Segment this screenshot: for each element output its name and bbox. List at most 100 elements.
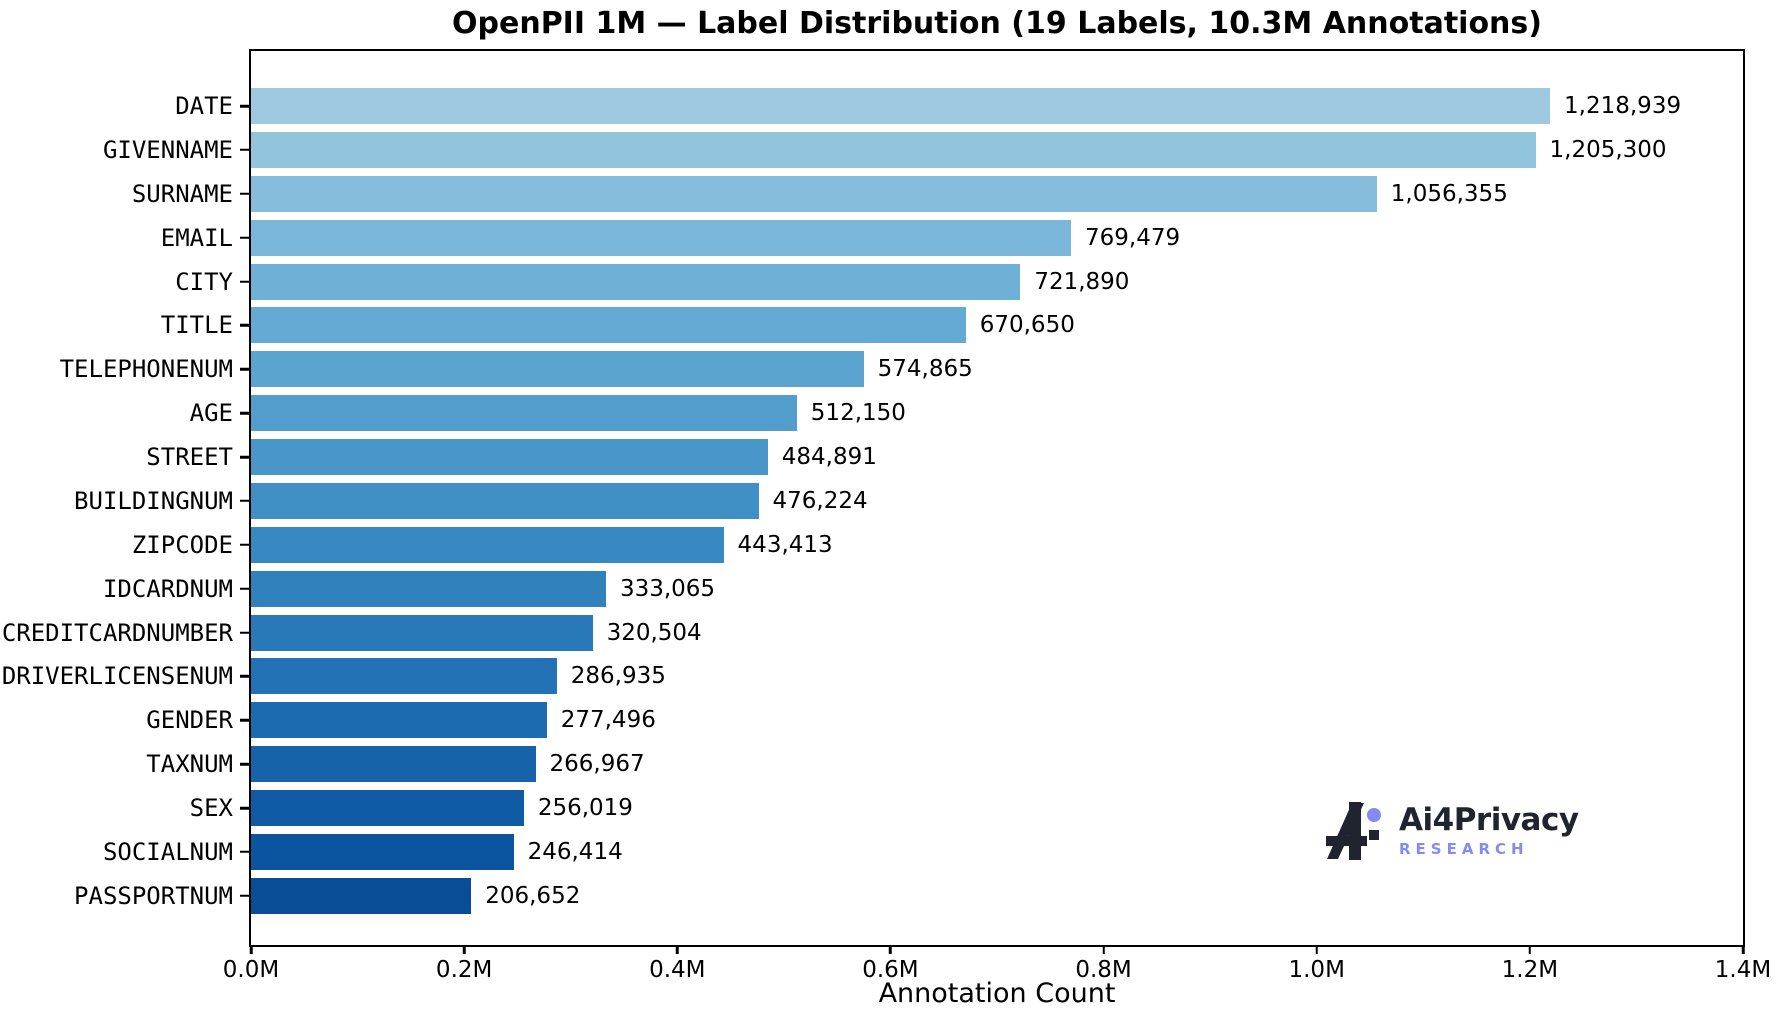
x-tick-mark <box>249 945 253 954</box>
ai4privacy-logo: Ai4Privacy RESEARCH <box>1326 802 1579 860</box>
bar-value-label: 206,652 <box>485 882 581 909</box>
bar-date <box>251 88 1551 124</box>
y-tick-mark <box>240 499 249 503</box>
bar-row: TITLE 670,650 <box>161 307 1743 344</box>
x-tick-label: 0.4M <box>649 957 706 983</box>
x-tick-mark <box>462 945 466 954</box>
bar-sex <box>251 790 524 826</box>
bar-taxnum <box>251 746 536 783</box>
bar-value-label: 1,218,939 <box>1564 93 1682 119</box>
logo-text: Ai4Privacy RESEARCH <box>1399 804 1579 858</box>
bar-title <box>251 307 966 344</box>
ai4privacy-logo-mark <box>1326 802 1381 860</box>
bar-value-label: 256,019 <box>537 795 633 821</box>
bar-zipcode <box>251 526 724 563</box>
bar-row: AGE 512,150 <box>190 395 1743 432</box>
y-tick-label: SEX <box>189 794 233 822</box>
x-tick-mark <box>889 945 892 954</box>
bar-email <box>251 219 1072 256</box>
x-tick-label: 1.4M <box>1714 957 1772 983</box>
y-tick-label: ZIPCODE <box>131 530 233 559</box>
bar-creditcardnumber <box>251 614 593 651</box>
bar-street <box>251 439 768 475</box>
bar-row: GENDER 277,496 <box>146 702 1743 739</box>
x-axis-ticks: 0.0M 0.2M 0.4M 0.6M 0.8M 1.0M 1.2M 1.4M <box>223 945 1771 995</box>
bar-value-label: 670,650 <box>979 312 1075 339</box>
bar-telephonenum <box>251 351 864 388</box>
y-tick-label: EMAIL <box>160 223 233 252</box>
y-tick-label: PASSPORTNUM <box>74 881 233 910</box>
y-tick-label: IDCARDNUM <box>102 574 233 603</box>
bar-age <box>251 395 797 432</box>
y-tick-mark <box>240 806 249 810</box>
y-tick-mark <box>240 411 249 415</box>
bar-row: STREET 484,891 <box>146 439 1743 475</box>
bar-value-label: 246,414 <box>527 838 623 865</box>
logo-brand: Ai4Privacy <box>1399 802 1579 839</box>
x-tick-mark <box>1102 945 1105 954</box>
x-tick-mark <box>676 945 679 954</box>
bar-value-label: 266,967 <box>549 751 645 778</box>
bar-value-label: 1,056,355 <box>1390 180 1508 207</box>
y-tick-mark <box>240 148 249 152</box>
bar-value-label: 574,865 <box>877 356 973 383</box>
y-tick-mark <box>240 192 249 195</box>
bar-passportnum <box>251 877 472 914</box>
x-tick-label: 1.0M <box>1288 957 1345 983</box>
y-tick-mark <box>240 631 249 634</box>
y-tick-label: SURNAME <box>131 179 233 208</box>
bar-row: ZIPCODE 443,413 <box>132 526 1743 563</box>
y-tick-mark <box>240 455 249 459</box>
y-tick-label: CITY <box>175 267 233 296</box>
bar-row: DRIVERLICENSENUM 286,935 <box>2 658 1743 695</box>
y-tick-mark <box>240 587 249 590</box>
y-tick-mark <box>240 280 249 283</box>
bar-city <box>251 263 1021 300</box>
bar-idcardnum <box>251 570 606 607</box>
x-tick-label: 0.0M <box>222 957 280 983</box>
bar-row: SOCIALNUM 246,414 <box>103 833 1743 870</box>
x-tick-mark <box>1528 945 1532 954</box>
x-tick-label: 0.2M <box>435 957 493 983</box>
y-tick-label: TELEPHONENUM <box>59 355 233 384</box>
y-tick-label: GIVENNAME <box>102 135 233 164</box>
y-tick-label: TAXNUM <box>146 750 233 779</box>
y-tick-mark <box>240 543 249 546</box>
bar-value-label: 277,496 <box>560 707 656 734</box>
y-tick-mark <box>240 324 249 327</box>
x-tick-mark <box>1315 945 1318 954</box>
bar-row: SEX 256,019 <box>190 790 1743 826</box>
bar-value-label: 333,065 <box>619 575 716 602</box>
bar-rows: DATE 1,218,939 GIVENNAME 1,205,300 SURNAME 1,… <box>2 51 1743 945</box>
bar-value-label: 476,224 <box>772 487 868 514</box>
logo-subtitle: RESEARCH <box>1399 839 1529 858</box>
bar-value-label: 512,150 <box>810 400 906 427</box>
bar-value-label: 721,890 <box>1034 268 1130 295</box>
bar-value-label: 484,891 <box>781 444 877 470</box>
bar-surname <box>251 175 1377 212</box>
bar-value-label: 286,935 <box>570 663 666 690</box>
bar-row: DATE 1,218,939 <box>175 88 1743 124</box>
bar-row: CITY 721,890 <box>175 263 1743 300</box>
y-tick-label: AGE <box>189 399 233 428</box>
y-tick-label: DRIVERLICENSENUM <box>1 662 233 691</box>
x-tick-label: 0.6M <box>862 957 919 983</box>
y-tick-mark <box>240 762 249 766</box>
x-tick-label: 0.8M <box>1075 957 1132 983</box>
chart-title: OpenPII 1M — Label Distribution (19 Labe… <box>452 6 1542 41</box>
y-tick-label: TITLE <box>160 311 233 340</box>
bar-row: EMAIL 769,479 <box>161 219 1743 256</box>
bar-row: BUILDINGNUM 476,224 <box>74 482 1743 519</box>
bar-value-label: 320,504 <box>606 619 702 646</box>
y-tick-label: DATE <box>175 92 233 120</box>
bar-buildingnum <box>251 482 759 519</box>
x-tick-label: 1.2M <box>1501 957 1559 983</box>
y-tick-label: STREET <box>146 443 233 471</box>
y-tick-mark <box>240 368 249 371</box>
plot-area: DATE 1,218,939 GIVENNAME 1,205,300 SURNAME 1,… <box>2 49 1771 983</box>
bar-value-label: 443,413 <box>737 531 833 558</box>
bar-givenname <box>251 131 1536 168</box>
x-axis-label: Annotation Count <box>878 978 1116 1009</box>
x-tick-mark <box>1741 945 1745 954</box>
